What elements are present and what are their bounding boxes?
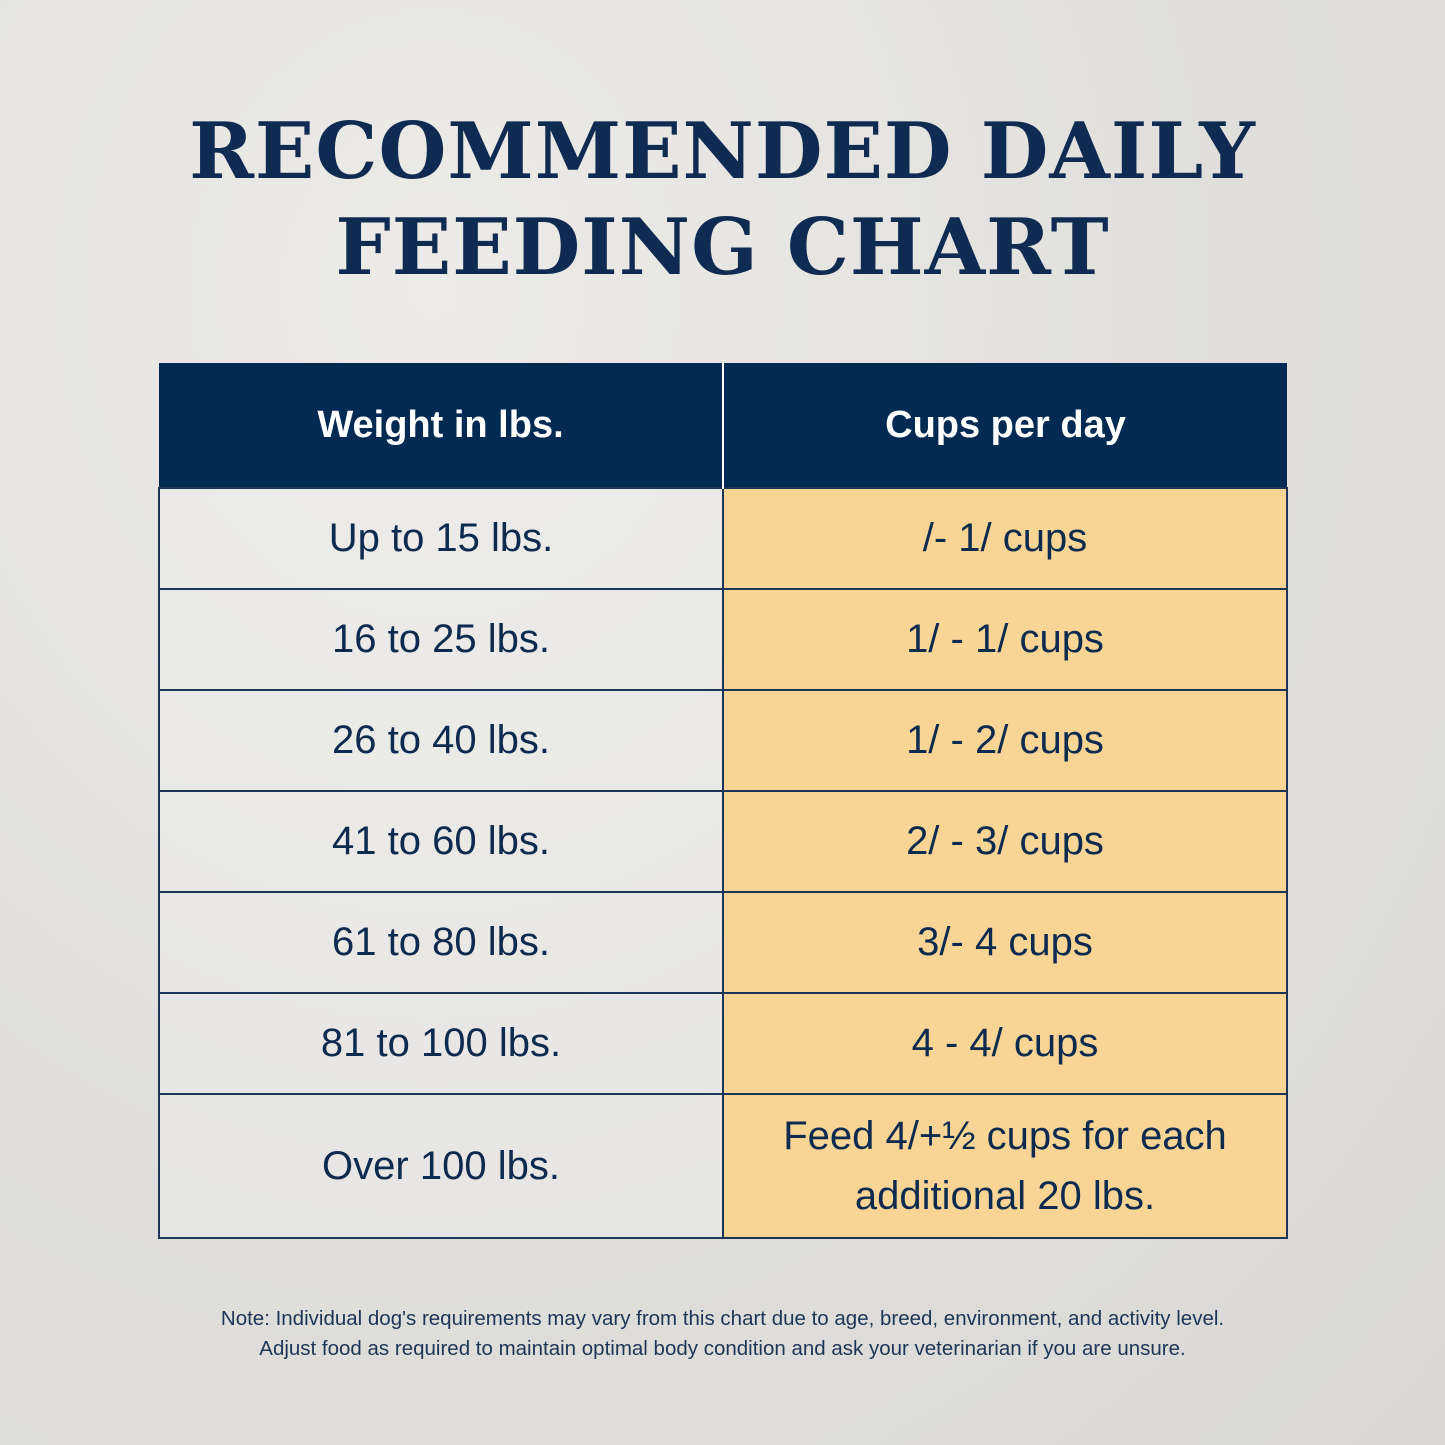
feeding-table: Weight in lbs. Cups per day Up to 15 lbs… xyxy=(158,363,1288,1239)
title-line-2: FEEDING CHART xyxy=(335,202,1110,293)
table-row: 81 to 100 lbs. 4 - 4/ cups xyxy=(158,992,1288,1095)
note-line-1: Note: Individual dog's requirements may … xyxy=(220,1307,1225,1330)
table-header: Weight in lbs. Cups per day xyxy=(159,363,1287,488)
cups-cell: 1/ - 2/ cups xyxy=(722,689,1288,792)
page-title: RECOMMENDED DAILY FEEDING CHART xyxy=(0,104,1445,296)
weight-cell: 81 to 100 lbs. xyxy=(158,992,724,1095)
weight-cell: 41 to 60 lbs. xyxy=(158,790,724,893)
title-line-1: RECOMMENDED DAILY xyxy=(189,106,1256,197)
table-row: 61 to 80 lbs. 3/- 4 cups xyxy=(158,891,1288,994)
cups-cell: 3/- 4 cups xyxy=(722,891,1288,994)
weight-cell: 61 to 80 lbs. xyxy=(158,891,724,994)
cups-cell: 2/ - 3/ cups xyxy=(722,790,1288,893)
header-weight: Weight in lbs. xyxy=(159,363,724,488)
table-row: 41 to 60 lbs. 2/ - 3/ cups xyxy=(158,790,1288,893)
table-row: Over 100 lbs. Feed 4/+½ cups for each add… xyxy=(158,1093,1288,1239)
note-line-2: Adjust food as required to maintain opti… xyxy=(259,1337,1186,1360)
cups-cell: Feed 4/+½ cups for each additional 20 lb… xyxy=(722,1093,1288,1239)
cups-cell: /- 1/ cups xyxy=(722,487,1288,590)
table-row: 16 to 25 lbs. 1/ - 1/ cups xyxy=(158,588,1288,691)
weight-cell: Over 100 lbs. xyxy=(158,1093,724,1239)
table-row: 26 to 40 lbs. 1/ - 2/ cups xyxy=(158,689,1288,792)
cups-cell: 4 - 4/ cups xyxy=(722,992,1288,1095)
weight-cell: 26 to 40 lbs. xyxy=(158,689,724,792)
cups-cell: 1/ - 1/ cups xyxy=(722,588,1288,691)
header-cups: Cups per day xyxy=(723,363,1287,488)
table-row: Up to 15 lbs./- 1/ cups xyxy=(158,487,1288,590)
weight-cell: Up to 15 lbs. xyxy=(158,487,724,590)
weight-cell: 16 to 25 lbs. xyxy=(158,588,724,691)
footnote: Note: Individual dog's requirements may … xyxy=(0,1304,1445,1364)
